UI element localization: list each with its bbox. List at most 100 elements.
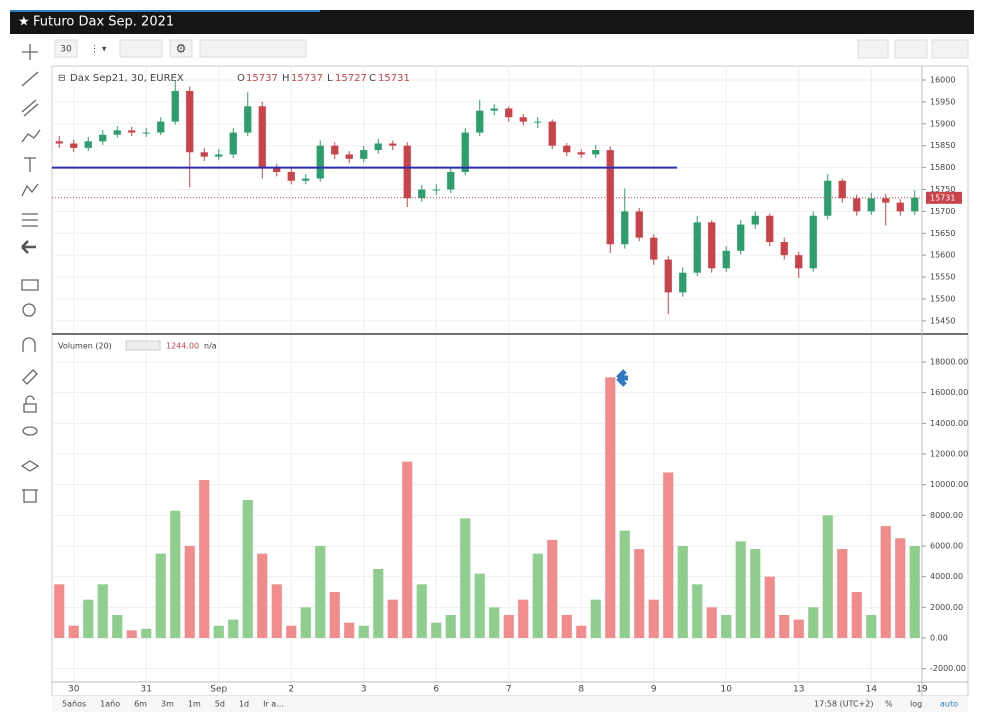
text-tool[interactable] [24,157,36,172]
candle-body [824,180,832,216]
candle-body [737,224,745,251]
volume-bar [561,614,572,638]
volume-bar [735,541,746,638]
x-tick-label: 14 [866,685,878,695]
title-bar [10,10,974,34]
visibility-tool[interactable] [22,426,38,436]
interval-label: 30 [60,45,72,55]
x-tick-label: 3 [361,685,367,695]
candle-body [331,145,339,155]
chart-style-button[interactable] [119,39,163,58]
x-tick-label: 6 [433,685,439,695]
candle-body [911,197,919,212]
range-button[interactable]: 5d [215,700,225,709]
candle-body [128,130,136,133]
back-tool[interactable] [21,240,36,254]
volume-bar [460,518,471,638]
y-tick-label: 15450 [930,316,955,325]
magnet-tool[interactable] [22,337,36,352]
candle-body [316,145,324,179]
y-tick-label: 15950 [930,97,955,106]
lock-tool[interactable] [23,395,37,413]
candle-body [896,202,904,212]
range-button[interactable]: 5años [62,700,86,709]
chart-tool[interactable] [21,279,39,291]
candle-body [592,150,600,155]
candle-body [882,198,890,203]
option-button[interactable]: % [885,700,893,709]
option-button[interactable]: auto [940,700,958,709]
range-button[interactable]: 3m [161,700,174,709]
volume-controls[interactable] [125,340,161,351]
settings-button[interactable] [169,39,193,58]
volume-bar [344,622,355,638]
candle-body [679,272,687,293]
candle-body [534,121,542,123]
snapshot-button[interactable] [857,39,889,59]
left-toolbar [20,44,41,503]
volume-bar [634,549,645,638]
crosshair-tool[interactable] [22,44,38,60]
pitchfork-tool[interactable] [21,99,39,117]
candle-body [374,143,382,151]
load-button[interactable] [894,39,928,59]
volume-bar [909,545,920,638]
range-button[interactable]: 1d [239,700,249,709]
y-tick-label: 2000.00 [930,603,963,612]
title-accent [10,10,320,12]
candle-body [563,145,571,153]
candle-body [722,250,730,269]
candle-body [157,121,165,133]
tools-group[interactable] [199,39,307,58]
volume-bar [431,622,442,638]
y-tick-label: 4000.00 [930,572,963,581]
open-value: 15737 [246,73,278,84]
interval-menu[interactable]: ⋮ ▾ [90,45,107,55]
volume-bar [663,472,674,638]
range-button[interactable]: 1año [100,700,120,709]
pattern-tool[interactable] [21,183,39,197]
candle-body [461,132,469,172]
line-tool[interactable] [21,71,39,87]
annotation-arrow [616,369,628,387]
layers-tool[interactable] [20,460,40,472]
x-tick-label: 10 [721,685,733,695]
volume-bar [387,599,398,638]
volume-bar [518,599,529,638]
lock-draw-tool[interactable] [22,369,38,385]
measure-tool[interactable] [22,213,38,227]
x-tick-label: 31 [141,685,152,695]
candle-body [838,180,846,199]
save-button[interactable] [931,39,969,59]
x-tick-label: Sep [210,685,227,695]
volume-bar [126,630,137,638]
close-value: 15731 [378,73,410,84]
volume-bar [808,607,819,638]
candle-body [99,134,107,142]
range-button[interactable]: Ir a... [263,700,284,709]
volume-bar [329,591,340,638]
y-tick-label: 15550 [930,273,955,282]
candle-body [476,110,484,133]
last-price-label: 15731 [930,193,955,202]
footer: 5años 1año 6m 3m 1m 5d 1d Ir a... 17:58 (UTC+2)%… [62,700,958,709]
volume-bar [286,625,297,638]
interval-button[interactable] [54,39,78,58]
brush-tool[interactable] [21,129,41,143]
y-tick-label: 12000.00 [930,449,968,458]
candle-body [606,150,614,245]
range-button[interactable]: 6m [134,700,147,709]
volume-bar [793,619,804,638]
candle-body [229,132,237,155]
candle-body [548,121,556,146]
candle-body [360,150,368,159]
range-button[interactable]: 1m [188,700,201,709]
option-button[interactable]: log [910,700,922,709]
high-label: H [282,73,290,84]
delete-tool[interactable] [22,489,38,503]
zoom-tool[interactable] [22,303,36,317]
volume-bar [895,538,906,638]
x-tick-label: 7 [506,685,512,695]
volume-bar [155,553,166,638]
collapse-icon[interactable]: ⊟ [58,74,66,84]
